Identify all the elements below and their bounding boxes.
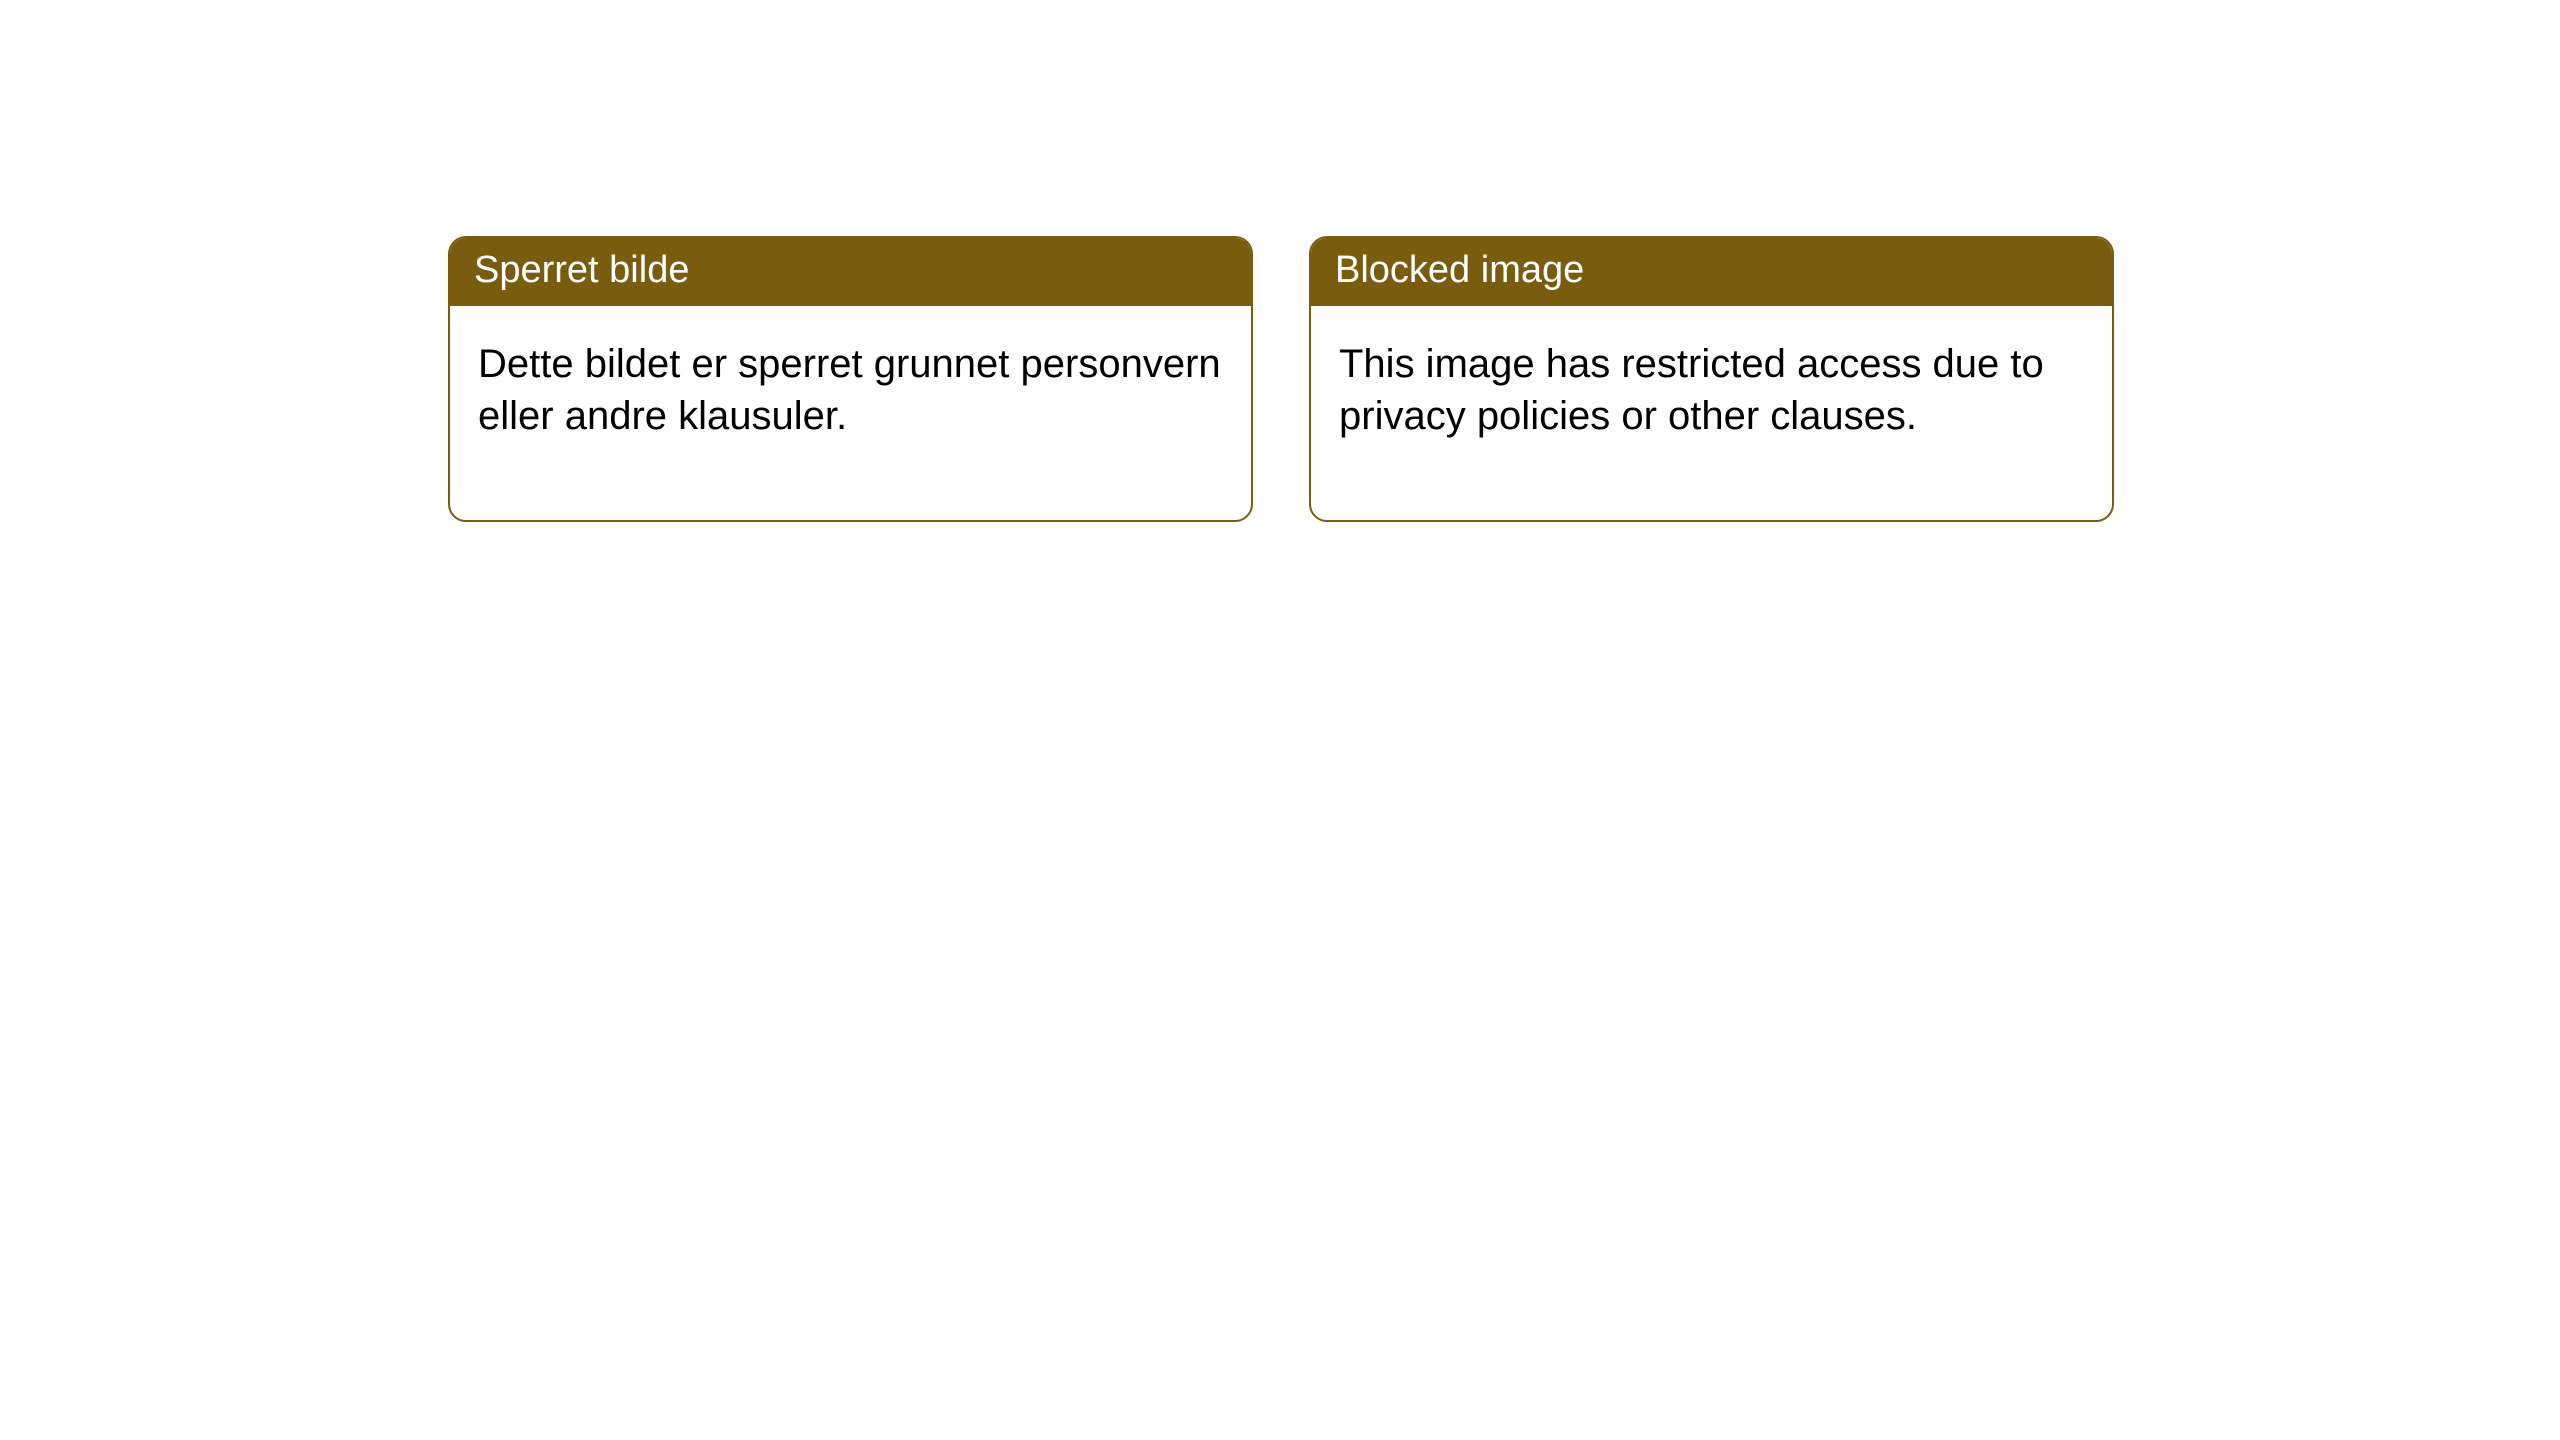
card-title-norwegian: Sperret bilde bbox=[474, 249, 689, 291]
card-body-english: This image has restricted access due to … bbox=[1311, 306, 2112, 520]
card-header-english: Blocked image bbox=[1311, 238, 2112, 306]
card-body-norwegian: Dette bildet er sperret grunnet personve… bbox=[450, 306, 1251, 520]
notice-card-norwegian: Sperret bilde Dette bildet er sperret gr… bbox=[448, 236, 1253, 522]
card-message-english: This image has restricted access due to … bbox=[1339, 342, 2044, 438]
notice-card-english: Blocked image This image has restricted … bbox=[1309, 236, 2114, 522]
card-header-norwegian: Sperret bilde bbox=[450, 238, 1251, 306]
card-title-english: Blocked image bbox=[1335, 249, 1584, 291]
card-message-norwegian: Dette bildet er sperret grunnet personve… bbox=[478, 342, 1221, 438]
notice-container: Sperret bilde Dette bildet er sperret gr… bbox=[448, 236, 2114, 522]
